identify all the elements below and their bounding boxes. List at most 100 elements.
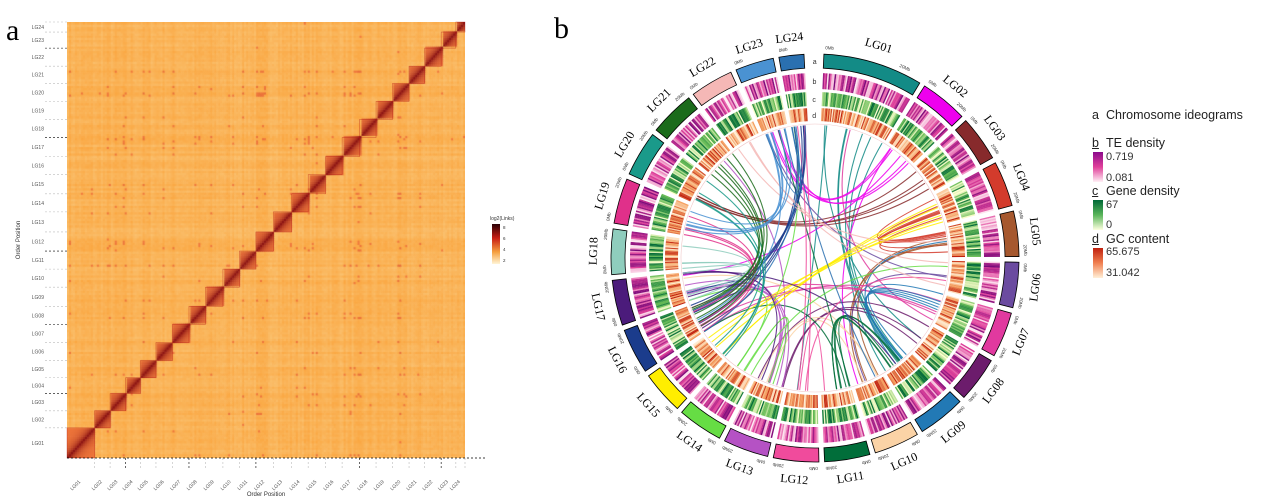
synteny-link-LG08: [782, 308, 918, 388]
gene-density-bin: [738, 110, 746, 124]
gc-content-bin: [948, 287, 962, 292]
gc-content-bin: [736, 129, 745, 142]
gene-density-bin: [798, 92, 802, 107]
gene-density-bin: [915, 370, 927, 383]
diagonal-block-LG13: [273, 211, 292, 233]
te-density-bin: [955, 155, 971, 166]
gene-density-bin: [802, 92, 805, 107]
chromosome-label: LG09: [938, 418, 969, 446]
gene-density-bin: [768, 98, 774, 113]
gene-density-bin: [917, 369, 929, 381]
ideogram-LG08: [953, 353, 992, 399]
te-density-bin: [732, 409, 742, 425]
te-density-bin: [949, 145, 964, 157]
te-density-bin: [630, 237, 648, 241]
te-density-bin: [711, 103, 722, 118]
gc-content-bin: [665, 243, 679, 247]
y-tick-label: LG12: [32, 240, 44, 246]
gene-density-bin: [950, 182, 964, 191]
te-density-bin: [827, 73, 831, 90]
gc-content-bin: [688, 176, 700, 186]
gene-density-bin: [731, 389, 740, 403]
synteny-link-LG04: [879, 217, 948, 254]
synteny-link-LG18: [682, 262, 751, 292]
synteny-link-LG03: [697, 171, 917, 223]
te-density-bin: [890, 408, 899, 424]
gene-density-bin: [849, 96, 854, 111]
gc-content-bin: [715, 144, 726, 156]
gene-density-bin: [855, 97, 861, 112]
gc-content-bin: [665, 254, 679, 256]
te-density-bin: [976, 307, 992, 314]
gene-density-bin: [733, 390, 742, 404]
te-density-bin: [682, 127, 696, 140]
gene-density-bin: [834, 408, 838, 423]
te-density-bin: [960, 163, 975, 173]
te-density-bin: [810, 426, 813, 443]
gene-density-bin: [721, 120, 731, 133]
te-density-bin: [847, 423, 852, 440]
gene-density-bin: [826, 92, 830, 107]
gene-density-bin: [961, 213, 976, 219]
gc-content-bin: [706, 152, 718, 163]
gene-density-bin: [690, 147, 702, 158]
te-density-bin: [768, 78, 775, 95]
gene-density-bin: [769, 404, 776, 419]
gc-content-bin: [921, 164, 933, 174]
te-density-bin: [679, 373, 693, 386]
te-density-bin: [719, 402, 729, 418]
gc-content-bin: [948, 223, 962, 228]
synteny-link-LG18: [682, 245, 751, 301]
gc-content-bin: [854, 114, 860, 128]
gc-content-bin: [759, 118, 766, 131]
gene-density-bin: [939, 343, 953, 353]
gene-density-bin: [877, 396, 885, 410]
tick-label: 20Mb: [877, 453, 890, 462]
gene-density-bin: [846, 95, 852, 110]
synteny-link-LG22: [738, 148, 947, 243]
gc-content-bin: [951, 270, 965, 274]
gc-content-bin: [892, 370, 901, 382]
gene-density-bin: [918, 368, 930, 380]
gene-density-bin: [851, 405, 856, 420]
gc-content-bin: [728, 134, 737, 147]
gene-density-bin: [652, 222, 667, 228]
gene-density-bin: [959, 304, 973, 311]
gene-density-bin: [917, 135, 929, 147]
tick-label: 0Mb: [778, 47, 788, 54]
gene-density-bin: [703, 134, 714, 146]
gene-density-bin: [772, 97, 777, 112]
te-density-bin: [963, 337, 979, 347]
gc-content-bin: [791, 393, 795, 407]
synteny-link-LG08: [757, 301, 930, 379]
gc-content-bin: [756, 383, 763, 397]
gene-density-bin: [811, 409, 814, 424]
legend-label: Chromosome ideograms: [1106, 108, 1243, 122]
gc-content-bin: [926, 337, 938, 346]
gc-content-bin: [684, 182, 697, 190]
tick-label: 0Mb: [969, 115, 979, 125]
gc-content-bin: [702, 158, 713, 168]
gene-density-bin: [689, 148, 701, 159]
te-density-bin: [975, 310, 991, 317]
gene-density-bin: [954, 317, 968, 325]
gc-content-bin: [671, 213, 685, 219]
gc-content-bin: [725, 367, 735, 380]
gene-density-bin: [812, 409, 815, 424]
gene-density-bin: [834, 93, 839, 108]
te-density-bin: [676, 370, 690, 383]
te-density-bin: [966, 176, 983, 186]
te-density-bin: [802, 73, 805, 90]
te-density-bin: [784, 424, 789, 441]
gc-content-bin: [900, 140, 910, 152]
gc-content-bin: [837, 110, 841, 124]
te-density-bin: [977, 303, 994, 310]
gc-content-bin: [738, 375, 747, 388]
chromosome-label: LG08: [979, 375, 1007, 406]
gc-content-bin: [706, 352, 718, 363]
gene-density-bin: [956, 198, 971, 206]
gene-density-bin: [957, 199, 972, 207]
